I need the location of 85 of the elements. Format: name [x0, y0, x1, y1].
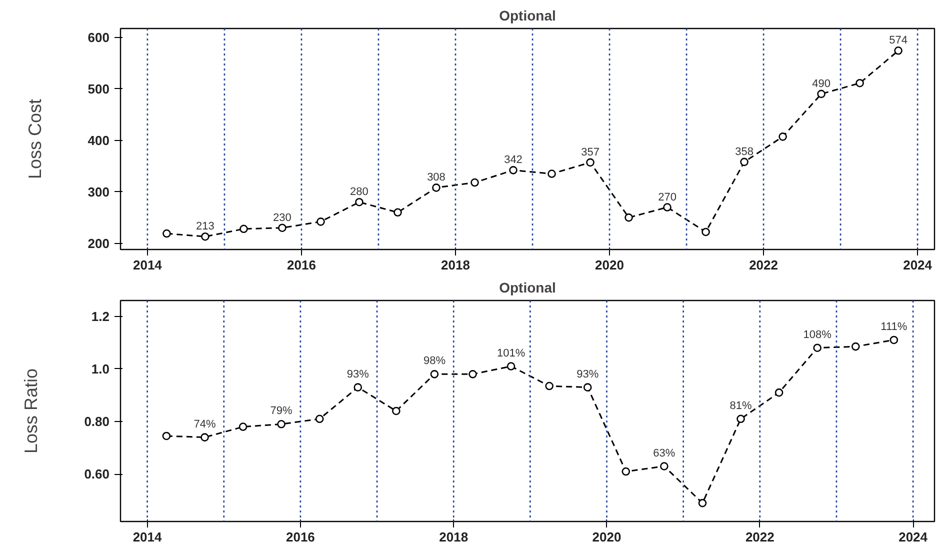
point — [238, 422, 248, 431]
point — [622, 467, 630, 476]
x-tick-label: 2020 — [592, 530, 622, 544]
point — [894, 46, 902, 55]
data-label: 280 — [350, 186, 368, 198]
point — [201, 232, 210, 241]
x-tick-label: 2022 — [745, 530, 774, 544]
point — [813, 344, 822, 352]
data-label: 213 — [196, 220, 214, 233]
data-label: 101% — [496, 347, 526, 360]
data-label: 574 — [889, 34, 908, 47]
point — [698, 498, 707, 508]
point — [354, 383, 362, 392]
y-tick-label: 0.80 — [84, 414, 110, 430]
point — [470, 178, 479, 187]
point — [392, 406, 400, 416]
x-tick-label: 2022 — [749, 258, 778, 272]
point — [856, 78, 864, 88]
y-tick-label: 1.2 — [91, 308, 110, 324]
data-label: 270 — [658, 191, 676, 204]
y-tick-label: 400 — [88, 132, 110, 148]
data-label: 308 — [427, 172, 446, 184]
x-tick-label: 2020 — [595, 258, 624, 272]
x-tick-label: 2018 — [441, 258, 470, 272]
data-label: 357 — [581, 146, 600, 158]
point — [817, 90, 826, 98]
point — [468, 370, 477, 378]
point — [586, 158, 594, 167]
point — [736, 414, 745, 424]
point — [240, 224, 248, 234]
y-tick-label: 1.0 — [91, 361, 110, 376]
point — [624, 213, 633, 222]
chart-title: Optional — [499, 8, 556, 24]
data-label: 74% — [194, 418, 216, 430]
y-tick-label: 300 — [88, 184, 110, 200]
data-label: 93% — [346, 368, 370, 380]
data-label: 230 — [273, 212, 292, 224]
point — [394, 208, 402, 217]
data-label: 111% — [880, 320, 908, 333]
point — [774, 388, 784, 397]
point — [162, 432, 171, 440]
data-label: 63% — [653, 447, 676, 460]
y-axis-title: Loss Ratio — [21, 368, 42, 454]
point — [890, 336, 898, 344]
x-tick-label: 2016 — [286, 530, 315, 544]
y-tick-label: 500 — [88, 81, 110, 96]
x-tick-label: 2016 — [287, 258, 316, 272]
point — [545, 382, 554, 390]
point — [548, 170, 556, 178]
point — [432, 184, 440, 192]
x-tick-label: 2024 — [898, 530, 928, 544]
point — [506, 362, 516, 370]
point — [278, 224, 286, 232]
y-tick-label: 600 — [88, 30, 110, 45]
data-label: 342 — [504, 154, 522, 166]
data-label: 98% — [423, 355, 446, 368]
y-tick-label: 200 — [88, 236, 110, 251]
data-label: 108% — [803, 328, 832, 341]
point — [200, 433, 209, 442]
x-tick-label: 2014 — [132, 530, 163, 544]
point — [583, 383, 592, 392]
x-tick-label: 2018 — [439, 530, 468, 544]
point — [778, 132, 787, 141]
point — [315, 414, 324, 424]
data-label: 93% — [576, 368, 599, 380]
point — [162, 229, 171, 238]
y-axis-title: Loss Cost — [24, 98, 45, 180]
point — [851, 342, 860, 351]
point — [740, 158, 748, 166]
data-label: 79% — [270, 405, 293, 418]
x-tick-label: 2024 — [903, 258, 933, 272]
chart-title: Optional — [499, 280, 556, 296]
y-tick-label: 0.60 — [84, 466, 110, 482]
point — [663, 203, 672, 212]
data-label: 81% — [730, 400, 752, 412]
data-label: 358 — [735, 146, 754, 158]
point — [355, 198, 364, 206]
point — [316, 218, 325, 226]
point — [277, 420, 286, 428]
point — [430, 370, 439, 378]
point — [660, 462, 668, 470]
point — [702, 228, 710, 236]
x-tick-label: 2014 — [132, 258, 163, 272]
data-label: 490 — [812, 78, 830, 90]
point — [509, 166, 518, 174]
